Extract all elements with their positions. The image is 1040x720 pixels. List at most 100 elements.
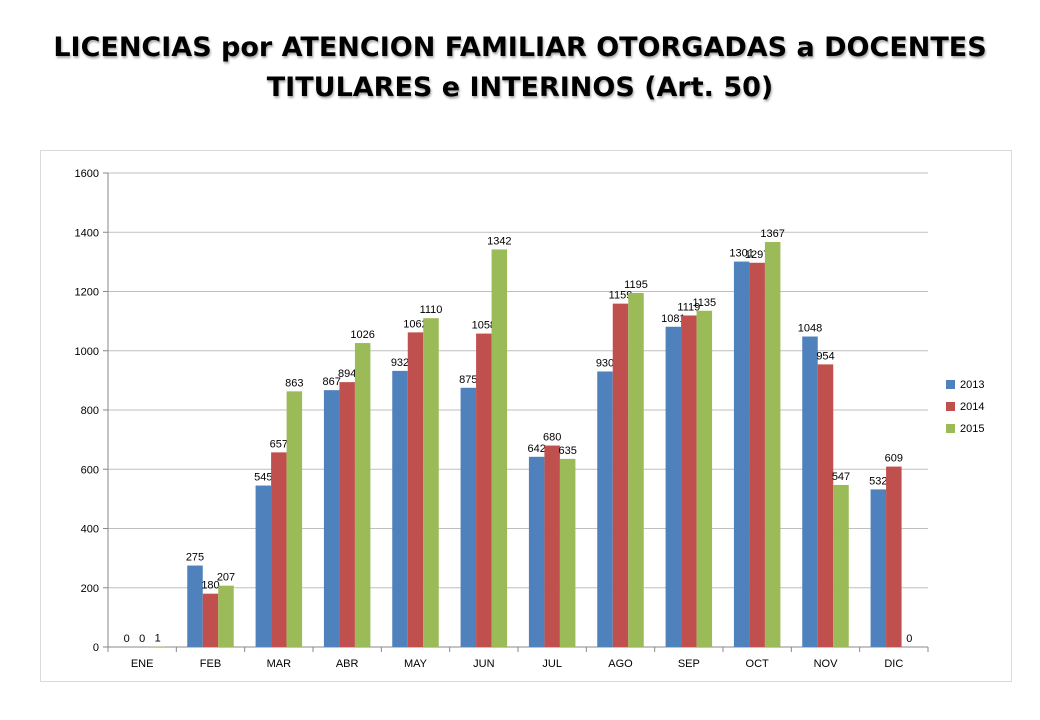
data-label-2014: 0 — [139, 633, 145, 645]
data-label-2014: 180 — [201, 580, 219, 592]
bar-2013 — [597, 371, 613, 647]
x-tick-label: ENE — [131, 658, 154, 670]
bar-2014 — [407, 332, 424, 647]
legend-swatch-2013 — [946, 380, 955, 389]
y-tick-label: 600 — [81, 464, 99, 476]
bar-2013 — [802, 336, 818, 647]
data-label-2014: 680 — [543, 432, 561, 444]
bar-2015 — [286, 391, 303, 647]
x-tick-label: MAY — [404, 658, 428, 670]
y-tick-label: 0 — [93, 642, 99, 654]
data-label-2015: 1195 — [624, 279, 648, 291]
bar-2013 — [255, 485, 272, 647]
bar-2015 — [491, 249, 508, 647]
y-tick-label: 400 — [81, 524, 99, 536]
bar-2014 — [886, 466, 902, 647]
data-label-2014: 1159 — [609, 290, 633, 302]
bar-2013 — [733, 261, 750, 647]
x-tick-label: FEB — [200, 658, 221, 670]
data-label-2015: 1342 — [487, 235, 511, 247]
x-tick-label: SEP — [678, 658, 700, 670]
bar-2015 — [423, 318, 439, 647]
bar-2014 — [749, 262, 765, 647]
data-label-2013: 1048 — [798, 323, 822, 335]
data-label-2015: 207 — [217, 572, 235, 584]
data-label-2014: 609 — [885, 453, 903, 465]
y-tick-label: 200 — [81, 583, 99, 595]
chart-area: 0 200 400 600 800 1000 1200 1400 1600 ENE FEB MAR AB… — [40, 150, 1012, 682]
bar-2014 — [681, 315, 697, 647]
bar-2014 — [476, 333, 492, 647]
bar-2014 — [612, 303, 629, 647]
chart-title-line-2: TITULARES e INTERINOS (Art. 50) — [266, 72, 774, 103]
x-tick-label: JUN — [473, 658, 494, 670]
x-tick-label: MAR — [267, 658, 292, 670]
chart-title-line-1: LICENCIAS por ATENCION FAMILIAR OTORGADA… — [53, 32, 987, 63]
data-label-2015: 547 — [832, 471, 850, 483]
bar-2013 — [870, 489, 887, 647]
x-tick-label: NOV — [814, 658, 839, 670]
legend-label-2013: 2013 — [960, 379, 984, 391]
bar-2014 — [817, 364, 834, 647]
data-label-2013: 545 — [254, 472, 272, 484]
bar-2013 — [528, 456, 545, 647]
y-tick-label: 1600 — [75, 168, 99, 180]
legend-swatch-2014 — [946, 402, 955, 411]
data-label-2014: 954 — [816, 350, 834, 362]
bar-2015 — [559, 458, 576, 647]
bar-2014 — [544, 445, 560, 647]
bar-2015 — [354, 343, 371, 647]
data-label-2015: 1 — [155, 633, 161, 645]
data-label-2015: 1026 — [350, 329, 374, 341]
data-label-2013: 275 — [186, 552, 204, 564]
x-tick-label: ABR — [336, 658, 359, 670]
data-label-2014: 657 — [270, 438, 288, 450]
data-label-2013: 932 — [391, 357, 409, 369]
data-label-2013: 875 — [459, 374, 477, 386]
bar-2013 — [187, 565, 203, 647]
bar-2015 — [218, 585, 234, 647]
bar-2014 — [202, 593, 219, 647]
y-tick-label: 800 — [81, 405, 99, 417]
y-tick-label: 1400 — [75, 227, 99, 239]
x-tick-label: DIC — [884, 658, 903, 670]
data-label-2014: 1062 — [403, 318, 427, 330]
bar-2015 — [696, 310, 713, 647]
bar-2013 — [665, 326, 682, 647]
bar-2014 — [339, 382, 355, 647]
data-label-2015: 0 — [906, 633, 912, 645]
bar-2015 — [764, 242, 781, 647]
y-tick-label: 1000 — [75, 346, 99, 358]
bar-2013 — [392, 370, 408, 647]
chart-title: LICENCIAS por ATENCION FAMILIAR OTORGADA… — [0, 28, 1040, 108]
data-label-2014: 1297 — [745, 249, 769, 261]
data-label-2015: 1110 — [420, 304, 443, 316]
bar-2013 — [323, 390, 340, 647]
data-label-2013: 867 — [322, 376, 340, 388]
data-label-2015: 863 — [285, 377, 303, 389]
bar-2015 — [833, 484, 849, 647]
bar-2014 — [271, 452, 287, 647]
legend-swatch-2015 — [946, 424, 955, 433]
bar-2013 — [460, 387, 477, 647]
data-label-2013: 642 — [527, 443, 545, 455]
data-label-2013: 0 — [124, 633, 130, 645]
data-label-2015: 635 — [558, 445, 576, 457]
y-tick-label: 1200 — [75, 287, 99, 299]
data-label-2013: 532 — [869, 475, 887, 487]
bar-2015 — [628, 292, 644, 647]
x-tick-label: AGO — [608, 658, 633, 670]
legend-label-2014: 2014 — [960, 401, 984, 413]
data-label-2015: 1135 — [693, 297, 717, 309]
data-label-2014: 1119 — [677, 301, 700, 313]
x-tick-label: OCT — [746, 658, 770, 670]
data-label-2013: 930 — [596, 357, 614, 369]
data-label-2013: 1301 — [729, 248, 753, 260]
data-label-2015: 1367 — [760, 228, 784, 240]
data-label-2014: 894 — [338, 368, 356, 380]
data-label-2014: 1058 — [472, 320, 496, 332]
data-label-2013: 1081 — [661, 313, 685, 325]
x-tick-label: JUL — [542, 658, 562, 670]
legend-label-2015: 2015 — [960, 423, 984, 435]
